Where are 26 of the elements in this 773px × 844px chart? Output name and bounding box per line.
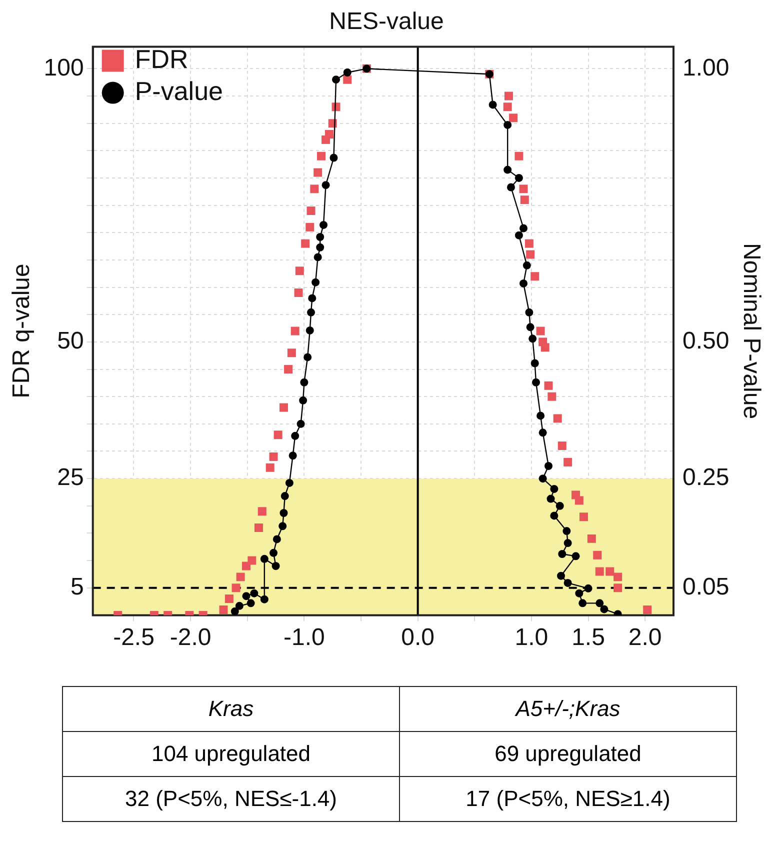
y2-axis-title: Nominal P-value [738, 242, 765, 420]
y-tick-label: 100 [44, 54, 84, 82]
y-tick-label: 50 [57, 328, 84, 355]
y2-tick-label: 1.00 [682, 54, 730, 82]
y2-tick-label: 0.50 [682, 328, 730, 355]
text: A5+/-;Kras [400, 686, 736, 732]
text: 17 (P<5%, NES≥1.4) [400, 776, 736, 822]
x-tick-label: -1.0 [284, 624, 325, 652]
y-axis-title: FDR q-value [8, 264, 36, 398]
x-tick-label: 2.0 [628, 624, 662, 652]
x-tick-label: 1.5 [572, 624, 605, 652]
text: 104 upregulated [62, 732, 400, 776]
text: 32 (P<5%, NES≤-1.4) [62, 776, 400, 822]
x-tick-label: 0.0 [401, 624, 435, 652]
y2-tick-label: 0.05 [682, 574, 730, 600]
x-tick-label: -2.5 [113, 624, 154, 652]
legend-label: P-value [134, 76, 223, 106]
chart-title: NES-value [329, 8, 444, 36]
y-tick-label: 5 [70, 574, 84, 600]
text: Kras [62, 686, 400, 732]
text: 69 upregulated [400, 732, 736, 776]
x-tick-label: 1.0 [514, 624, 548, 652]
y2-tick-label: 0.25 [682, 464, 730, 492]
legend-label: FDR [134, 44, 188, 74]
x-tick-label: -2.0 [170, 624, 212, 652]
y-tick-label: 25 [57, 464, 84, 492]
